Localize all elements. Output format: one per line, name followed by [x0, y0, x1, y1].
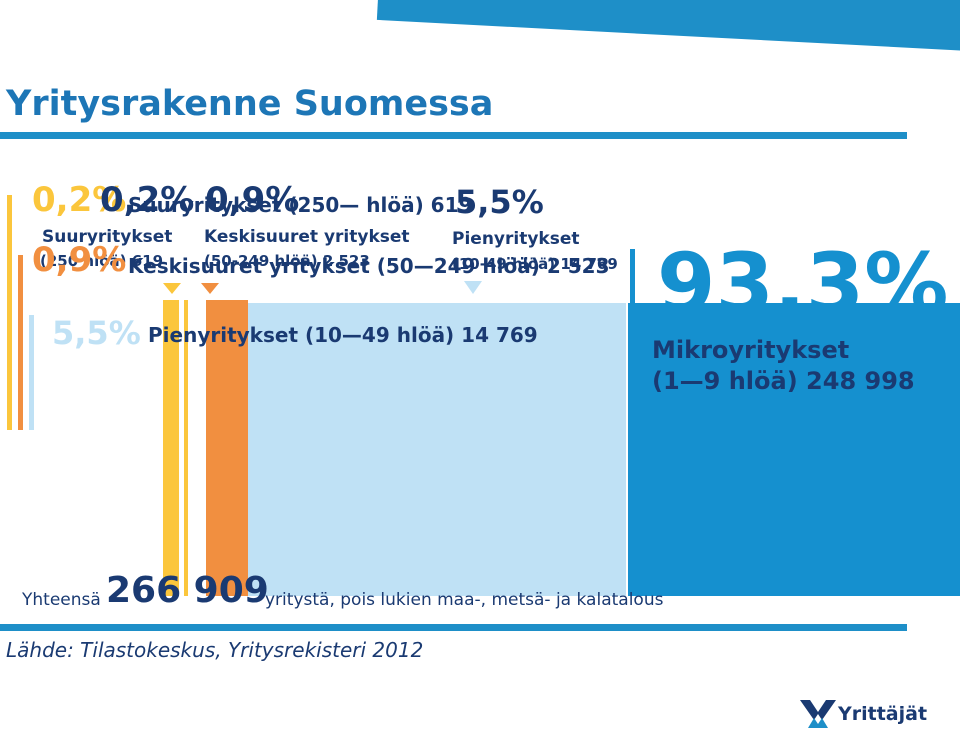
pct-large-overlay-a: 0,2% [32, 180, 127, 220]
bar-large [163, 300, 179, 596]
medium-label: Keskisuuret yritykset [204, 227, 410, 247]
large-label: Suuryritykset [42, 227, 173, 247]
small-summary-text: Pienyritykset (10—49 hlöä) 14 769 [148, 323, 538, 347]
logo-text: Yrittäjät [838, 703, 928, 725]
pct-large-overlay-b: 0,2% [100, 180, 195, 220]
micro-percent-clip: 93,3% [630, 235, 960, 303]
small-marker-icon [464, 281, 482, 294]
bar-micro [628, 303, 960, 596]
small-count: (10-49 hlöä) 14 769 [452, 255, 618, 273]
small-label: Pienyritykset [452, 229, 580, 249]
large-marker-icon [163, 283, 181, 294]
pct-small-overlay: 5,5% [455, 183, 544, 221]
medium-indicator-line [18, 255, 23, 430]
bar-small [248, 303, 626, 596]
micro-label: Mikroyritykset [652, 336, 850, 364]
logo-icon [800, 700, 836, 728]
header-stripe [376, 0, 960, 57]
total-suffix: yritystä, pois lukien maa-, metsä- ja ka… [265, 590, 664, 610]
large-indicator-line [7, 195, 12, 430]
top-divider [0, 132, 907, 139]
bar-large-edge [184, 300, 188, 596]
bar-medium [206, 300, 248, 596]
pct-small-line3: 5,5% [52, 314, 141, 352]
bar-gap [179, 300, 184, 596]
pct-medium-line2: 0,9% [32, 240, 127, 280]
medium-marker-icon [201, 283, 219, 294]
total-prefix: Yhteensä [22, 590, 101, 610]
bottom-divider [0, 624, 907, 631]
small-indicator-line [29, 315, 34, 430]
micro-count: (1—9 hlöä) 248 998 [652, 367, 915, 395]
medium-count: (50-249 hlöä) 2 523 [204, 252, 370, 270]
source-text: Lähde: Tilastokeskus, Yritysrekisteri 20… [6, 638, 424, 662]
pct-medium-overlay: 0,9% [205, 180, 300, 220]
total-number: 266 909 [106, 570, 269, 611]
large-summary-text: Suuryritykset (250— hlöä) 619 [128, 193, 473, 217]
medium-summary-text: Keskisuuret yritykset (50—249 hlöä) 2 52… [128, 254, 610, 278]
page-title: Yritysrakenne Suomessa [6, 84, 494, 124]
micro-percent: 93,3% [630, 235, 948, 303]
large-count: (250 hlöä) 619 [40, 252, 164, 270]
